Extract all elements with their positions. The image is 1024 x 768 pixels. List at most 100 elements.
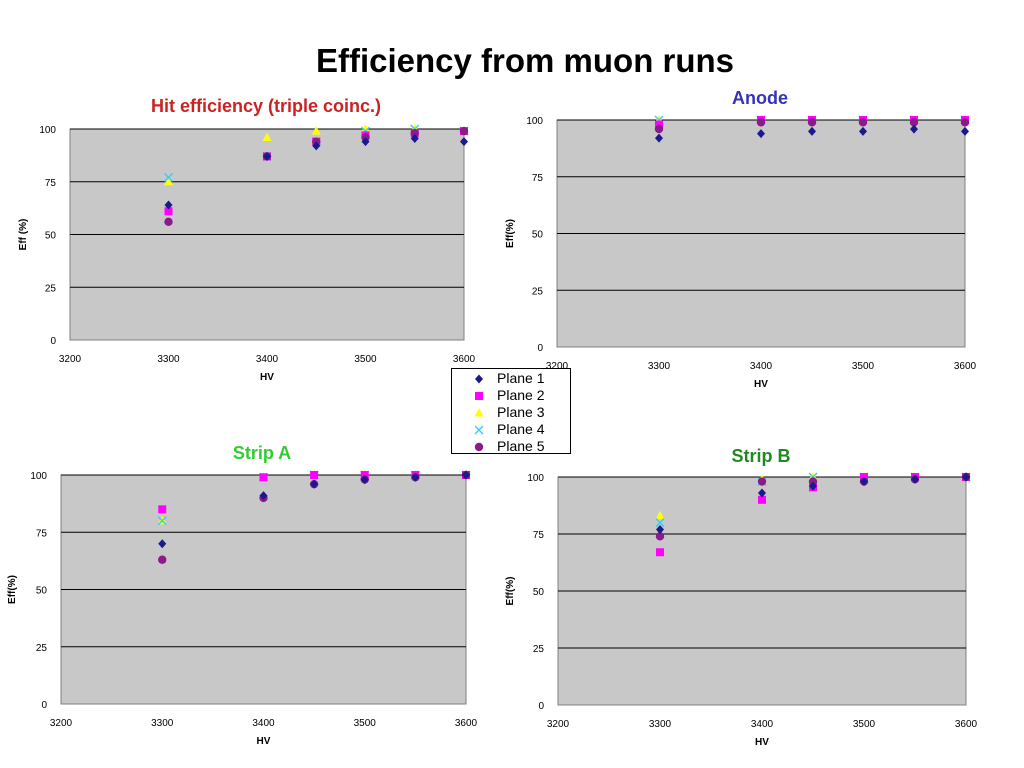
x-tick-label: 3400: [252, 718, 275, 729]
data-point-plane-1: [462, 470, 470, 480]
y-tick-label: 100: [527, 473, 544, 484]
chart-title: Strip A: [233, 443, 291, 463]
legend-marker-plane-3: [474, 408, 484, 417]
y-tick-label: 75: [532, 173, 544, 184]
data-point-plane-1: [808, 126, 816, 136]
data-point-plane-5: [808, 477, 818, 486]
y-tick-label: 100: [39, 125, 56, 136]
x-tick-label: 3600: [455, 718, 478, 729]
y-tick-label: 0: [537, 343, 543, 354]
legend-item-plane-4: Plane 4: [452, 421, 570, 438]
legend-marker-plane-5: [474, 442, 484, 452]
x-axis-label: HV: [755, 737, 769, 748]
chart-strip-b: 0 25 50 75 100 3200 3300 3400 3500 3600 HV Eff(%) St…: [505, 446, 978, 748]
data-point-plane-3: [361, 124, 370, 133]
data-point-plane-1: [655, 133, 663, 143]
legend-item-plane-5: Plane 5: [452, 438, 570, 455]
y-tick-label: 25: [532, 286, 544, 297]
x-tick-label: 3200: [50, 718, 73, 729]
data-point-plane-5: [654, 124, 664, 134]
legend-item-plane-2: Plane 2: [452, 387, 570, 404]
data-point-plane-1: [809, 481, 817, 491]
x-tick-label: 3300: [157, 354, 180, 365]
data-point-plane-5: [756, 118, 766, 127]
data-point-plane-2: [655, 120, 663, 129]
x-tick-label: 3200: [546, 361, 569, 372]
y-axis-label: Eff(%): [505, 577, 516, 606]
data-point-plane-1: [410, 133, 419, 143]
data-point-plane-1: [460, 137, 468, 147]
y-tick-label: 50: [533, 587, 545, 598]
x-tick-label: 3400: [256, 354, 279, 365]
legend-label: Plane 3: [497, 404, 545, 420]
data-point-plane-2: [158, 505, 167, 514]
legend-marker-shape: [475, 374, 483, 384]
data-point-plane-1: [910, 124, 918, 134]
data-point-plane-5: [858, 118, 868, 127]
x-tick-label: 3600: [954, 361, 977, 372]
legend-item-plane-3: Plane 3: [452, 404, 570, 421]
y-tick-label: 50: [36, 586, 48, 597]
y-tick-label: 25: [533, 644, 545, 655]
data-point-plane-5: [410, 129, 419, 138]
data-point-plane-1: [757, 129, 765, 139]
data-point-plane-5: [459, 126, 469, 136]
data-point-plane-5: [807, 118, 817, 127]
legend-marker-plane-1: [475, 374, 483, 384]
data-point-plane-1: [859, 126, 867, 136]
x-tick-label: 3500: [853, 719, 876, 730]
data-point-plane-5: [158, 555, 167, 564]
x-tick-label: 3400: [750, 361, 773, 372]
chart-anode: 0 25 50 75 100 3200 3300 3400 3500 3600 HV Eff(%) An…: [505, 88, 977, 390]
data-point-plane-1: [860, 477, 868, 487]
x-tick-label: 3400: [751, 719, 774, 730]
chart-title: Anode: [732, 88, 788, 108]
data-point-plane-1: [360, 475, 369, 485]
legend-label: Plane 4: [497, 421, 545, 437]
y-tick-label: 100: [30, 471, 47, 482]
legend-marker-shape: [474, 442, 484, 452]
x-tick-label: 3300: [151, 718, 174, 729]
legend-marker-shape: [475, 392, 483, 400]
x-tick-label: 3300: [648, 361, 671, 372]
y-tick-label: 100: [526, 116, 543, 127]
data-point-plane-3: [311, 126, 321, 135]
data-point-plane-1: [656, 524, 664, 534]
data-point-plane-1: [312, 141, 321, 151]
data-point-plane-1: [263, 151, 271, 161]
data-point-plane-5: [655, 532, 665, 541]
data-point-plane-3: [164, 176, 173, 186]
x-tick-label: 3600: [453, 354, 476, 365]
x-tick-label: 3600: [955, 719, 978, 730]
data-point-plane-1: [411, 472, 420, 482]
y-tick-label: 0: [538, 701, 544, 712]
data-point-plane-2: [656, 548, 664, 557]
y-tick-label: 75: [45, 178, 57, 189]
legend: Plane 1 Plane 2 Plane 3 Plane 4 Plane 5: [451, 368, 571, 454]
data-point-plane-2: [758, 495, 766, 504]
chart-strip-a: 0 25 50 75 100 3200 3300 3400 3500 3600 HV Eff(%) St…: [7, 443, 478, 747]
y-tick-label: 0: [41, 700, 47, 711]
data-point-plane-5: [909, 118, 919, 127]
data-point-plane-5: [960, 118, 970, 127]
data-point-plane-2: [360, 471, 369, 479]
y-tick-label: 0: [50, 336, 56, 347]
data-point-plane-5: [757, 477, 767, 486]
data-point-plane-2: [164, 207, 173, 216]
data-point-plane-3: [262, 132, 272, 141]
y-tick-label: 25: [36, 643, 48, 654]
y-axis-label: Eff(%): [505, 219, 516, 248]
x-axis-label: HV: [754, 379, 768, 390]
data-point-plane-3: [655, 510, 665, 520]
data-point-plane-1: [962, 472, 970, 482]
data-point-plane-4: [157, 516, 167, 526]
legend-marker-shape: [474, 425, 484, 435]
x-tick-label: 3300: [649, 719, 672, 730]
data-point-plane-1: [961, 126, 969, 136]
data-point-plane-1: [310, 479, 319, 489]
data-point-plane-2: [860, 473, 868, 481]
legend-label: Plane 5: [497, 438, 545, 454]
x-tick-label: 3200: [59, 354, 82, 365]
x-tick-label: 3500: [852, 361, 875, 372]
y-axis-label: Eff (%): [18, 219, 29, 251]
